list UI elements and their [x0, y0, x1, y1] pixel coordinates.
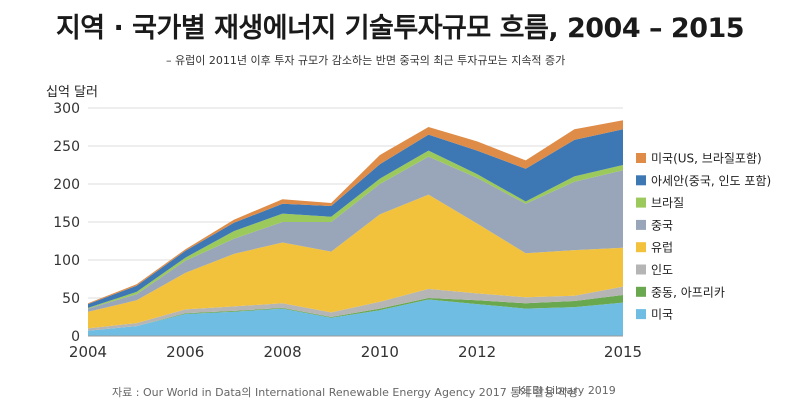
y-tick-label: 0 — [71, 329, 80, 345]
y-axis-label: 십억 달러 — [46, 85, 98, 100]
legend-swatch — [636, 175, 646, 186]
legend-swatch — [636, 242, 646, 253]
legend-swatch — [636, 286, 646, 297]
area-아세안(중국, 인도 포함) — [88, 129, 623, 308]
x-tick-label: 2004 — [69, 343, 107, 361]
x-tick-label: 2006 — [166, 343, 204, 361]
credit-note: KEEI Library 2019 — [518, 384, 616, 397]
legend-label: 미국 — [651, 308, 673, 322]
area-미국 — [88, 299, 623, 336]
x-tick-label: 2015 — [604, 343, 642, 361]
legend-swatch — [636, 309, 646, 320]
y-tick-label: 250 — [53, 139, 80, 155]
legend-swatch — [636, 264, 646, 275]
legend-label: 아세안(중국, 인도 포함) — [651, 174, 771, 188]
axes: 0 50 100 150 200 250 300 2004 2006 2008 2010 2012 20… — [53, 101, 642, 361]
legend-label: 중국 — [651, 218, 673, 232]
legend: 미국(US, 브라질포함) 아세안(중국, 인도 포함) 브라질중국유럽인도중동, … — [636, 152, 771, 322]
y-tick-label: 150 — [53, 215, 80, 231]
x-tick-label: 2010 — [361, 343, 399, 361]
x-tick-label: 2008 — [263, 343, 301, 361]
chart-subtitle: – 유럽이 2011년 이후 투자 규모가 감소하는 반면 중국의 최근 투자규… — [166, 54, 566, 67]
source-note: 자료 : Our World in Data의 International Re… — [112, 386, 578, 399]
legend-swatch — [636, 219, 646, 230]
legend-label: 중동, 아프리카 — [651, 285, 725, 299]
x-tick-label: 2012 — [458, 343, 496, 361]
legend-label: 브라질 — [651, 196, 684, 210]
area-인도 — [88, 286, 623, 331]
area-중국 — [88, 156, 623, 312]
area-미국(US, 브라질포함) — [88, 120, 623, 305]
legend-swatch — [636, 153, 646, 163]
legend-label: 인도 — [651, 263, 673, 277]
area-유럽 — [88, 194, 623, 329]
y-tick-label: 50 — [62, 291, 80, 307]
y-tick-label: 200 — [53, 177, 80, 193]
y-tick-label: 100 — [53, 253, 80, 269]
page-title: 지역 · 국가별 재생에너지 기술투자규모 흐름, 2004 – 2015 — [55, 13, 745, 44]
area-중동, 아프리카 — [88, 295, 623, 331]
legend-label: 미국(US, 브라질포함) — [651, 152, 762, 166]
y-tick-label: 300 — [53, 101, 80, 117]
area-series — [88, 120, 623, 336]
legend-swatch — [636, 197, 646, 208]
legend-label: 유럽 — [651, 241, 673, 255]
